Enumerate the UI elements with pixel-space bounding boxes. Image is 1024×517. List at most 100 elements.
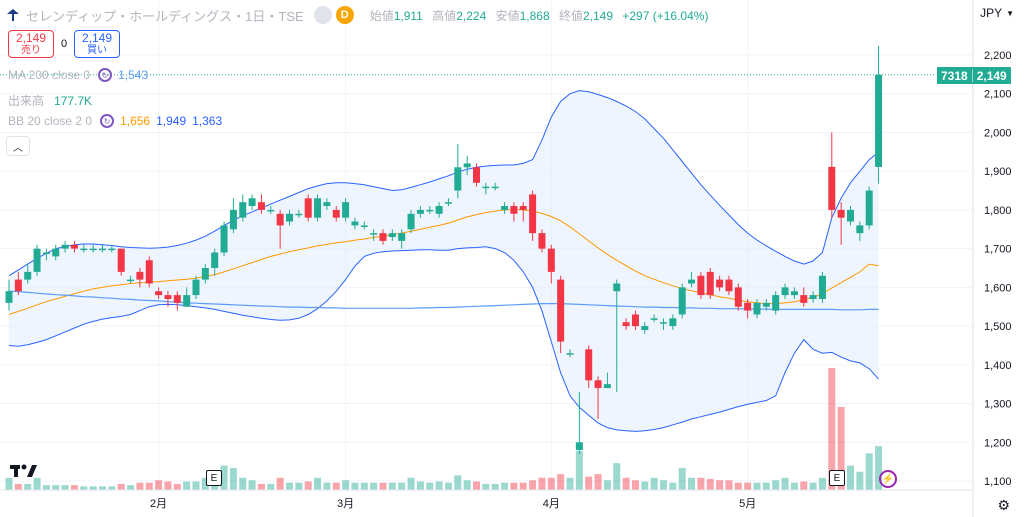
- candle: [688, 271, 696, 288]
- buy-label: 買い: [87, 44, 107, 56]
- low-label: 安値: [495, 8, 520, 23]
- ohlc-values: 始値1,911 高値2,224 安値1,868 終値2,149 +297 (+1…: [370, 7, 715, 24]
- candle: [716, 275, 724, 292]
- bollinger-lower-line: [8, 246, 879, 432]
- candle: [594, 376, 602, 420]
- collapse-legend-button[interactable]: ︿: [6, 136, 30, 156]
- candle: [622, 318, 630, 330]
- candle-body: [416, 209, 424, 214]
- candle-body: [183, 295, 191, 307]
- candle: [295, 209, 303, 218]
- candle: [491, 182, 499, 191]
- candle: [192, 275, 200, 299]
- candle-body: [192, 279, 200, 296]
- candle-body: [211, 252, 219, 268]
- candle-body: [734, 287, 742, 307]
- candle: [753, 298, 761, 319]
- bb-indicator-legend[interactable]: BB 20 close 2 0 ↻ 1,656 1,949 1,363: [8, 114, 222, 128]
- candle: [837, 202, 845, 245]
- candle: [407, 209, 415, 234]
- open-label: 始値: [369, 8, 394, 23]
- buy-button[interactable]: 2,149 買い: [74, 30, 120, 58]
- volume-label: 出来高: [8, 94, 45, 108]
- candle: [781, 283, 789, 299]
- refresh-icon[interactable]: ↻: [98, 68, 113, 82]
- candle: [585, 345, 593, 389]
- candle: [304, 194, 312, 222]
- candle: [360, 221, 368, 230]
- volume-bar: [304, 481, 312, 490]
- candle-body: [575, 442, 583, 451]
- candle-body: [89, 248, 97, 251]
- ma-indicator-legend[interactable]: MA 200 close 0 ↻ 1,543: [8, 68, 148, 82]
- sell-label: 売り: [21, 44, 41, 56]
- candle: [286, 209, 293, 226]
- volume-bar: [351, 482, 359, 490]
- candle: [5, 279, 13, 311]
- sell-button[interactable]: 2,149 売り: [8, 30, 54, 58]
- candle: [379, 229, 387, 245]
- volume-bar: [790, 482, 798, 490]
- settings-gear-icon[interactable]: ⚙: [997, 497, 1010, 513]
- volume-bar: [463, 480, 471, 490]
- candle: [865, 186, 873, 230]
- volume-indicator-legend[interactable]: 出来高 177.7K: [8, 92, 92, 109]
- ma200-line: [8, 290, 879, 311]
- volume-bar: [70, 485, 78, 490]
- refresh-icon[interactable]: ↻: [100, 114, 115, 128]
- delayed-data-badge[interactable]: D: [335, 6, 354, 24]
- lightning-icon[interactable]: ⚡: [879, 470, 897, 488]
- price-tick-label: 1,900: [984, 166, 1012, 178]
- candle: [89, 244, 97, 253]
- candle-body: [809, 295, 817, 299]
- volume-bars: [5, 368, 883, 490]
- candle: [641, 322, 649, 334]
- symbol-title[interactable]: セレンディップ・ホールディングス・1日・TSE: [26, 8, 304, 24]
- currency-selector[interactable]: JPY ▼: [980, 6, 1014, 20]
- close-label: 終値: [558, 8, 583, 23]
- volume-bar: [388, 482, 396, 490]
- candle: [547, 244, 555, 284]
- volume-bar: [660, 480, 667, 490]
- candle-body: [332, 209, 340, 218]
- candle: [444, 198, 452, 207]
- price-tick-label: 2,000: [984, 127, 1012, 139]
- candle: [435, 202, 443, 218]
- volume-bar: [276, 477, 284, 490]
- candle-body: [716, 279, 724, 288]
- earnings-marker[interactable]: E: [829, 470, 845, 486]
- earnings-marker[interactable]: E: [206, 470, 222, 486]
- volume-bar: [547, 477, 555, 490]
- candle: [183, 287, 191, 307]
- candle: [173, 291, 181, 311]
- candle: [99, 244, 106, 253]
- volume-bar: [295, 482, 303, 490]
- candle-body: [257, 202, 265, 210]
- volume-bar: [875, 446, 883, 490]
- price-tick-label: 1,700: [984, 244, 1012, 256]
- candle-body: [603, 384, 611, 389]
- candle-body: [286, 213, 293, 222]
- candle: [267, 206, 275, 214]
- candle: [314, 194, 322, 222]
- candle: [697, 271, 705, 299]
- tradingview-logo-icon[interactable]: [10, 462, 38, 485]
- candle-body: [585, 349, 593, 381]
- candle-body: [519, 206, 527, 210]
- volume-bar: [772, 480, 780, 490]
- candle-body: [314, 198, 322, 218]
- low-value: 1,868: [519, 8, 550, 23]
- candle: [473, 163, 480, 187]
- volume-bar: [818, 477, 826, 490]
- volume-bar: [781, 477, 789, 490]
- candle-body: [762, 302, 770, 307]
- candle: [847, 206, 854, 226]
- spread-value: 0: [60, 38, 68, 50]
- candle-body: [117, 248, 125, 272]
- candle: [538, 229, 546, 253]
- change-value: +297 (+16.04%): [622, 8, 709, 23]
- candle-body: [482, 186, 490, 189]
- candle-body: [14, 279, 22, 292]
- candle-body: [229, 209, 237, 230]
